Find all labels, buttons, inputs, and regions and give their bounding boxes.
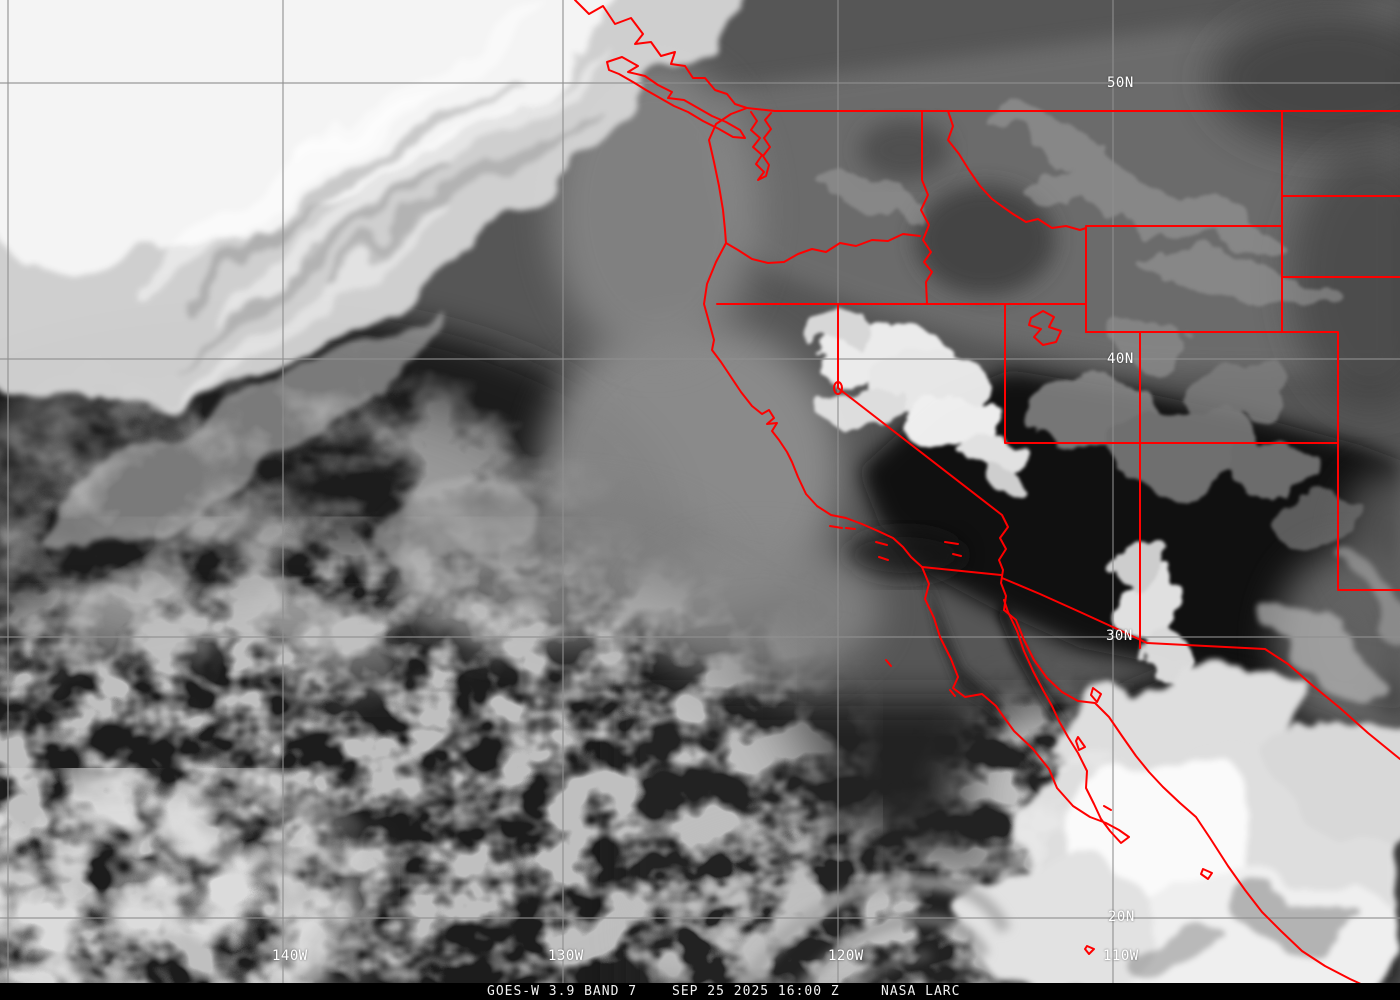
coastline-overlay <box>574 0 1393 999</box>
caption-bar: GOES-W 3.9 BAND 7 SEP 25 2025 16:00 Z NA… <box>0 983 1400 1000</box>
state-borders-overlay <box>716 110 1400 760</box>
lakes-islands-overlay <box>829 310 1213 955</box>
lon-label-140w: 140W <box>272 948 308 964</box>
lon-label-120w: 120W <box>828 948 864 964</box>
lat-label-40n: 40N <box>1107 351 1134 367</box>
lon-label-110w: 110W <box>1103 948 1139 964</box>
caption-credit: NASA LARC <box>881 984 961 999</box>
lon-label-130w: 130W <box>548 948 584 964</box>
lat-label-50n: 50N <box>1107 75 1134 91</box>
lat-label-20n: 20N <box>1108 909 1135 925</box>
lat-label-30n: 30N <box>1106 628 1133 644</box>
caption-instrument: GOES-W 3.9 BAND 7 <box>487 984 638 999</box>
caption-datetime: SEP 25 2025 16:00 Z <box>672 984 840 999</box>
